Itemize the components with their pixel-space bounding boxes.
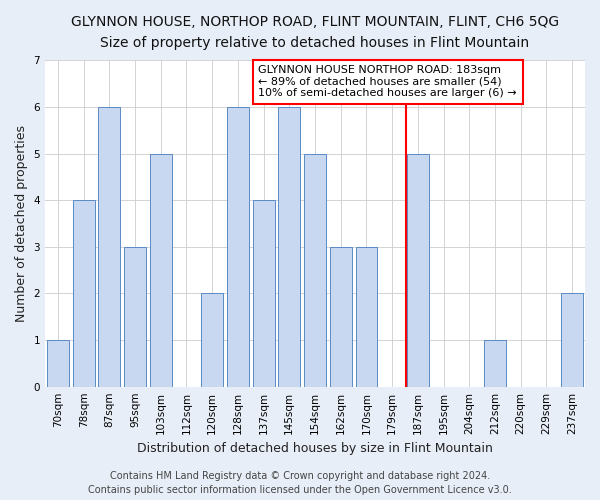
- Title: GLYNNON HOUSE, NORTHOP ROAD, FLINT MOUNTAIN, FLINT, CH6 5QG
Size of property rel: GLYNNON HOUSE, NORTHOP ROAD, FLINT MOUNT…: [71, 15, 559, 50]
- Text: Contains HM Land Registry data © Crown copyright and database right 2024.
Contai: Contains HM Land Registry data © Crown c…: [88, 471, 512, 495]
- Bar: [484, 340, 506, 386]
- Text: GLYNNON HOUSE NORTHOP ROAD: 183sqm
← 89% of detached houses are smaller (54)
10%: GLYNNON HOUSE NORTHOP ROAD: 183sqm ← 89%…: [259, 65, 517, 98]
- Bar: [253, 200, 275, 386]
- Bar: [124, 247, 146, 386]
- Bar: [73, 200, 95, 386]
- Bar: [356, 247, 377, 386]
- Bar: [278, 107, 300, 386]
- Bar: [201, 294, 223, 386]
- Bar: [150, 154, 172, 386]
- Bar: [98, 107, 120, 386]
- Bar: [227, 107, 249, 386]
- Bar: [407, 154, 429, 386]
- Bar: [330, 247, 352, 386]
- Bar: [47, 340, 69, 386]
- Bar: [561, 294, 583, 386]
- Y-axis label: Number of detached properties: Number of detached properties: [15, 125, 28, 322]
- X-axis label: Distribution of detached houses by size in Flint Mountain: Distribution of detached houses by size …: [137, 442, 493, 455]
- Bar: [304, 154, 326, 386]
